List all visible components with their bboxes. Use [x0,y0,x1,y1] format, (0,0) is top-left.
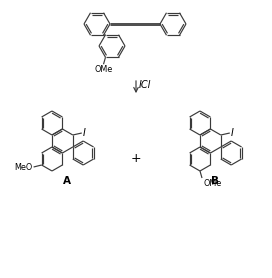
Text: B: B [211,176,220,186]
Text: MeO: MeO [14,163,33,172]
Text: ICl: ICl [139,80,152,90]
Text: I: I [231,128,234,138]
Text: A: A [63,176,71,186]
Text: I: I [83,128,86,138]
Text: +: + [131,152,141,165]
Text: OMe: OMe [94,65,113,74]
Text: OMe: OMe [203,179,221,188]
